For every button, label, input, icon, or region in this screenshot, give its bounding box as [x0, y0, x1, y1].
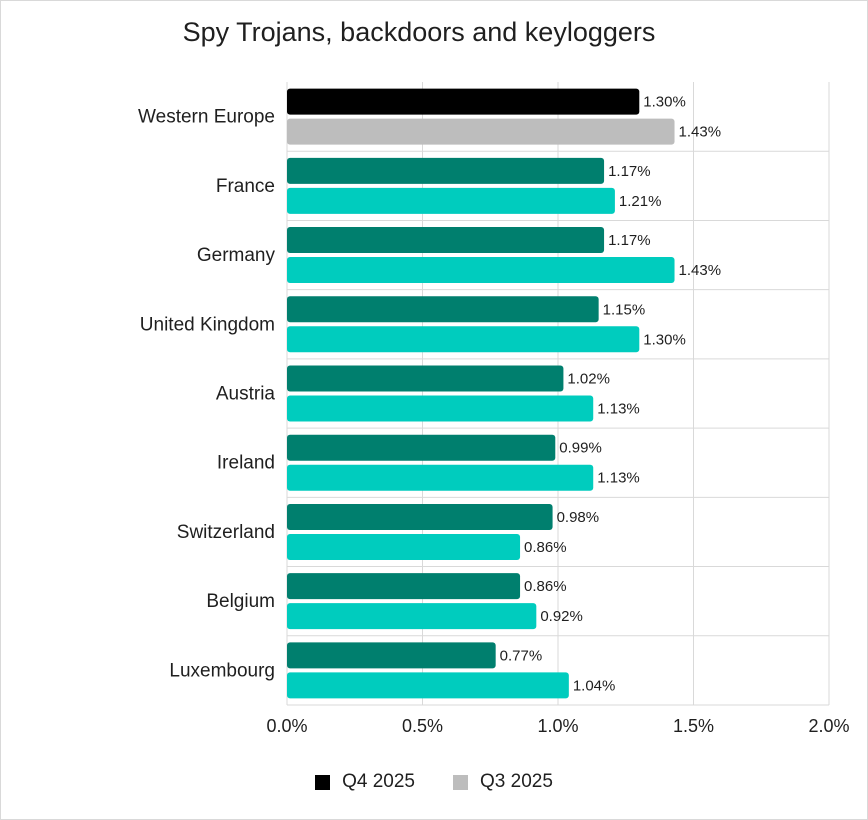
category-label: Belgium	[206, 591, 275, 612]
data-label: 1.17%	[608, 163, 651, 180]
category-label: Switzerland	[177, 522, 275, 543]
bar-q4	[287, 88, 640, 115]
x-tick-label: 0.0%	[266, 716, 307, 736]
legend-swatch-q3	[453, 774, 468, 790]
x-tick-label: 1.0%	[537, 716, 578, 736]
data-label: 1.30%	[643, 94, 686, 111]
data-label: 0.77%	[500, 647, 543, 664]
data-label: 1.17%	[608, 232, 651, 249]
legend-swatch-q4	[315, 774, 331, 790]
bar-q4	[287, 642, 496, 669]
x-tick-label: 2.0%	[808, 716, 849, 736]
chart-title: Spy Trojans, backdoors and keyloggers	[182, 17, 656, 47]
bar-q3	[287, 326, 640, 353]
bar-q3	[287, 395, 594, 422]
data-label: 1.13%	[597, 401, 640, 418]
data-label: 0.86%	[524, 578, 567, 595]
data-label: 1.30%	[643, 331, 686, 348]
x-tick-label: 0.5%	[402, 716, 443, 736]
bar-q4	[287, 365, 564, 392]
data-label: 0.98%	[557, 509, 600, 526]
category-label: Western Europe	[138, 107, 275, 128]
bar-q3	[287, 603, 537, 630]
category-label: Austria	[216, 384, 276, 405]
legend-item-q3: Q3 2025	[453, 771, 553, 793]
legend-label-q3: Q3 2025	[480, 771, 553, 792]
bar-q4	[287, 157, 605, 184]
bar-q3	[287, 187, 615, 214]
bar-q3	[287, 118, 675, 145]
category-label: France	[216, 176, 275, 197]
bar-q3	[287, 257, 675, 284]
bar-q4	[287, 227, 605, 254]
data-label: 1.15%	[603, 301, 646, 318]
data-label: 0.86%	[524, 539, 567, 556]
data-label: 1.13%	[597, 470, 640, 487]
bar-q3	[287, 533, 521, 560]
data-label: 0.92%	[540, 608, 583, 625]
data-label: 1.43%	[679, 124, 722, 141]
bar-q4	[287, 503, 553, 530]
legend: Q4 2025 Q3 2025	[1, 771, 867, 793]
bar-q4	[287, 434, 556, 461]
category-label: Ireland	[217, 453, 275, 474]
bar-q4	[287, 296, 599, 323]
bar-q3	[287, 672, 569, 699]
data-label: 1.21%	[619, 193, 662, 210]
legend-item-q4: Q4 2025	[315, 771, 415, 793]
bar-q3	[287, 464, 594, 491]
category-label: Germany	[197, 245, 276, 266]
bar-chart: 0.0% 0.5% 1.0% 1.5% 2.0% Western Europe 1.30% 1…	[138, 82, 850, 736]
category-label: United Kingdom	[140, 314, 275, 335]
data-label: 1.04%	[573, 677, 616, 694]
data-label: 1.02%	[567, 371, 610, 388]
bar-q4	[287, 573, 521, 600]
data-label: 1.43%	[679, 262, 722, 279]
legend-label-q4: Q4 2025	[342, 771, 415, 792]
data-label: 0.99%	[559, 440, 602, 457]
x-tick-label: 1.5%	[673, 716, 714, 736]
category-label: Luxembourg	[169, 660, 275, 681]
